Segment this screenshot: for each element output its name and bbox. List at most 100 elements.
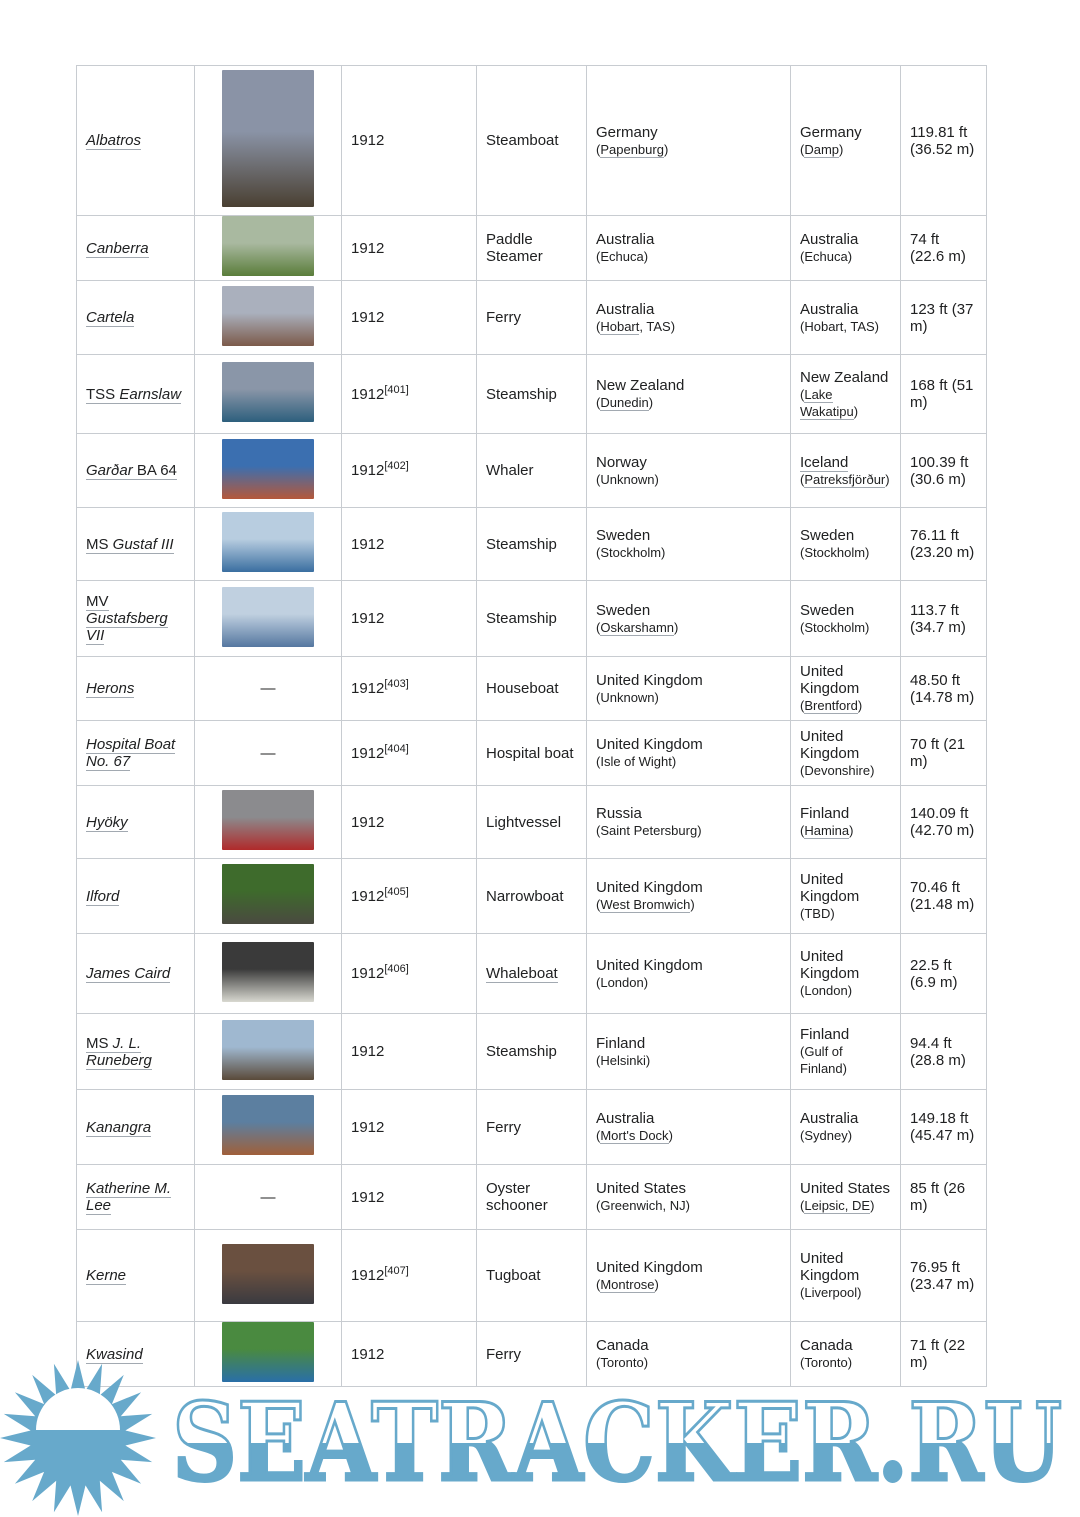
photo-ferry-sydney[interactable] — [222, 1095, 314, 1155]
ship-name-link[interactable]: Herons — [86, 680, 135, 698]
reference-link[interactable]: [401] — [384, 383, 409, 396]
ship-name-link[interactable]: Kerne — [86, 1267, 127, 1285]
ship-name-link[interactable]: Ilford — [86, 887, 120, 906]
ship-name-cell: Hospital Boat No. 67 — [76, 720, 195, 786]
type-cell: Steamship — [476, 580, 587, 657]
place-link[interactable]: Patreksfjörður — [804, 471, 886, 488]
launched-year: 1912 — [351, 1118, 385, 1136]
launched-cell: 1912[403] — [341, 656, 477, 721]
ship-name-link[interactable]: MS J. L. Runeberg — [86, 1034, 152, 1070]
reference-link[interactable]: [407] — [384, 1265, 409, 1277]
place: (TBD) — [800, 905, 835, 921]
place-link[interactable]: Hamina — [804, 823, 850, 839]
ship-name-link[interactable]: Albatros — [86, 132, 142, 150]
place-link[interactable]: Hobart — [600, 318, 640, 335]
location-cell: Germany (Damp) — [790, 65, 901, 216]
photo-steamship-lake[interactable] — [222, 362, 314, 422]
reference-link[interactable]: [402] — [384, 460, 409, 472]
ship-name-link[interactable]: Hyöky — [86, 813, 128, 832]
photo-steamboat-ashore[interactable] — [222, 70, 314, 207]
place-link[interactable]: Oskarshamn — [600, 619, 675, 636]
place: (Toronto) — [800, 1355, 853, 1370]
no-image-dash: — — [260, 744, 276, 762]
ship-name-link[interactable]: Cartela — [86, 309, 135, 327]
no-image-dash: — — [260, 1188, 276, 1206]
place: (Mort's Dock) — [596, 1128, 673, 1144]
reference-link[interactable]: [405] — [384, 885, 409, 898]
country: United Kingdom — [800, 663, 860, 697]
place: (Echuca) — [596, 249, 649, 264]
photo-steamship-quay[interactable] — [222, 1019, 314, 1080]
photo-lightvessel[interactable] — [222, 790, 314, 850]
ship-name-link[interactable]: MS Gustaf III — [86, 535, 174, 554]
built-cell: Germany (Papenburg) — [586, 65, 791, 216]
photo-whaleboat-museum[interactable] — [222, 941, 314, 1002]
photo-whaler[interactable] — [222, 438, 314, 499]
place-link[interactable]: Brentford — [804, 698, 858, 714]
place-link[interactable]: Lake Wakatipu — [800, 386, 854, 420]
launched-cell: 1912 — [341, 215, 477, 281]
launched-year: 1912 — [351, 239, 385, 257]
ship-type[interactable]: Whaleboat — [486, 965, 558, 983]
ship-name-link[interactable]: Kanangra — [86, 1118, 152, 1137]
photo-narrowboat[interactable] — [222, 864, 314, 924]
photo-paddle-steamer[interactable] — [222, 216, 314, 276]
ship-name-italic: Gustaf III — [112, 535, 174, 553]
place: (Stockholm) — [800, 545, 870, 560]
place-link[interactable]: Leipsic, DE — [804, 1198, 871, 1214]
place-link[interactable]: Papenburg — [600, 141, 664, 158]
ship-name-italic: Garðar — [86, 462, 133, 479]
place-link[interactable]: Damp — [804, 141, 840, 158]
place-text: Unknown — [600, 689, 655, 705]
location-cell: Iceland (Patreksfjörður) — [790, 433, 901, 508]
length-cell: 140.09 ft (42.70 m) — [900, 785, 987, 859]
built-cell: Australia (Echuca) — [586, 215, 791, 281]
place-text: Unknown — [600, 471, 655, 487]
built-cell: United Kingdom (West Bromwich) — [586, 858, 791, 934]
ship-name-link[interactable]: Garðar BA 64 — [86, 462, 177, 480]
ship-name-cell: Albatros — [76, 65, 195, 216]
type-cell: Hospital boat — [476, 720, 587, 786]
country: United Kingdom — [800, 870, 860, 905]
length-cell: 76.11 ft (23.20 m) — [900, 507, 987, 581]
location-cell: United Kingdom (Brentford) — [790, 656, 901, 721]
built-cell: Australia (Hobart, TAS) — [586, 280, 791, 355]
photo-ferry-toronto[interactable] — [222, 1322, 314, 1382]
place-link[interactable]: Montrose — [600, 1276, 655, 1293]
reference-link[interactable]: [404] — [384, 742, 409, 755]
place-link[interactable]: West Bromwich — [600, 897, 691, 913]
length-cell: 149.18 ft (45.47 m) — [900, 1089, 987, 1165]
photo-ferry[interactable] — [222, 285, 314, 346]
place: (Liverpool) — [800, 1285, 862, 1300]
ship-name-italic: J. L. Runeberg — [86, 1034, 152, 1069]
photo-steamship-white[interactable] — [222, 512, 314, 572]
country: Australia — [800, 300, 859, 318]
place: (Montrose) — [596, 1276, 659, 1293]
place-text: Gulf of Finland — [800, 1044, 843, 1076]
ship-name-link[interactable]: Hospital Boat No. 67 — [86, 736, 176, 771]
place-text: TBD — [804, 905, 831, 921]
country: Finland — [596, 1034, 646, 1052]
photo-steamship-harbour[interactable] — [222, 586, 314, 647]
ship-name-link[interactable]: MV Gustafsberg VII — [86, 593, 168, 645]
reference-link[interactable]: [406] — [384, 963, 409, 975]
photo-tugboat[interactable] — [222, 1243, 314, 1304]
place-link[interactable]: Mort's Dock — [600, 1128, 669, 1144]
ship-name-link[interactable]: Canberra — [86, 239, 149, 258]
country: New Zealand — [596, 377, 685, 394]
ship-name-link[interactable]: Kwasind — [86, 1345, 143, 1364]
ship-name-italic: Gustafsberg VII — [86, 610, 168, 644]
launched-year: 1912 — [351, 680, 385, 697]
launched-cell: 1912[401] — [341, 354, 477, 434]
place-link[interactable]: Dunedin — [600, 395, 649, 411]
reference-link[interactable]: [403] — [384, 678, 409, 690]
image-cell — [194, 1013, 342, 1090]
country-link[interactable]: Iceland — [800, 453, 849, 472]
ship-name-link[interactable]: TSS Earnslaw — [86, 385, 182, 404]
launched-year: 1912 — [351, 610, 385, 627]
country: Sweden — [800, 527, 855, 544]
ship-name-link[interactable]: James Caird — [86, 965, 171, 983]
ship-name-link[interactable]: Katherine M. Lee — [86, 1180, 172, 1215]
ship-type: Ferry — [486, 1345, 521, 1363]
place: (Greenwich, NJ) — [596, 1198, 690, 1213]
